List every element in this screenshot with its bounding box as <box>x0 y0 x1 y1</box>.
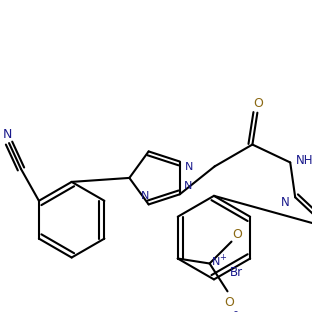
Text: N: N <box>281 196 290 209</box>
Text: NH: NH <box>295 154 313 167</box>
Text: O: O <box>253 97 263 110</box>
Text: N: N <box>185 162 193 172</box>
Text: -: - <box>234 306 237 316</box>
Text: N: N <box>184 181 192 191</box>
Text: O: O <box>225 296 235 309</box>
Text: N: N <box>3 128 12 141</box>
Text: +: + <box>219 253 226 262</box>
Text: N: N <box>140 192 149 202</box>
Text: N: N <box>211 256 220 266</box>
Text: Br: Br <box>230 266 243 279</box>
Text: O: O <box>233 228 242 241</box>
